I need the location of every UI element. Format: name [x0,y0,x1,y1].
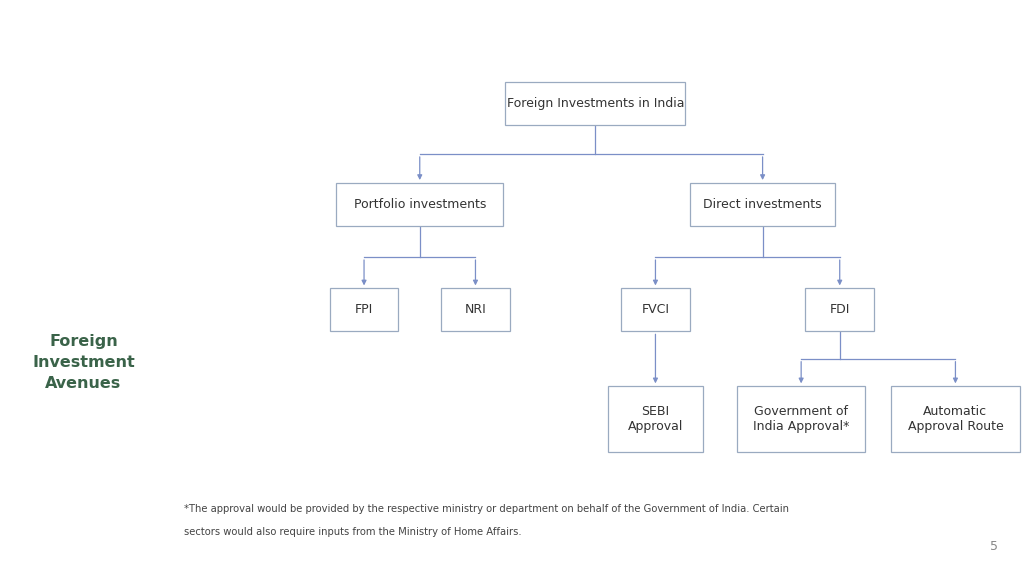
Text: NRI: NRI [465,304,486,316]
Text: sectors would also require inputs from the Ministry of Home Affairs.: sectors would also require inputs from t… [184,527,521,537]
Text: Portfolio investments: Portfolio investments [353,198,486,211]
Text: Government of
India Approval*: Government of India Approval* [753,406,849,433]
Text: Automatic
Approval Route: Automatic Approval Route [907,406,1004,433]
FancyBboxPatch shape [608,386,702,453]
Text: Direct investments: Direct investments [703,198,822,211]
FancyBboxPatch shape [737,386,865,453]
FancyBboxPatch shape [690,183,836,226]
Text: SEBI
Approval: SEBI Approval [628,406,683,433]
Text: *The approval would be provided by the respective ministry or department on beha: *The approval would be provided by the r… [184,504,790,514]
FancyBboxPatch shape [891,386,1020,453]
Text: Foreign Investments in India: Foreign Investments in India [507,97,684,110]
Text: Foreign
Investment
Avenues: Foreign Investment Avenues [32,335,135,391]
FancyBboxPatch shape [336,183,504,226]
Text: FDI: FDI [829,304,850,316]
FancyBboxPatch shape [806,288,874,331]
Text: 5: 5 [990,540,998,553]
FancyBboxPatch shape [622,288,690,331]
FancyBboxPatch shape [330,288,398,331]
FancyBboxPatch shape [506,82,685,126]
FancyBboxPatch shape [441,288,510,331]
Text: FPI: FPI [355,304,373,316]
Text: FVCI: FVCI [641,304,670,316]
